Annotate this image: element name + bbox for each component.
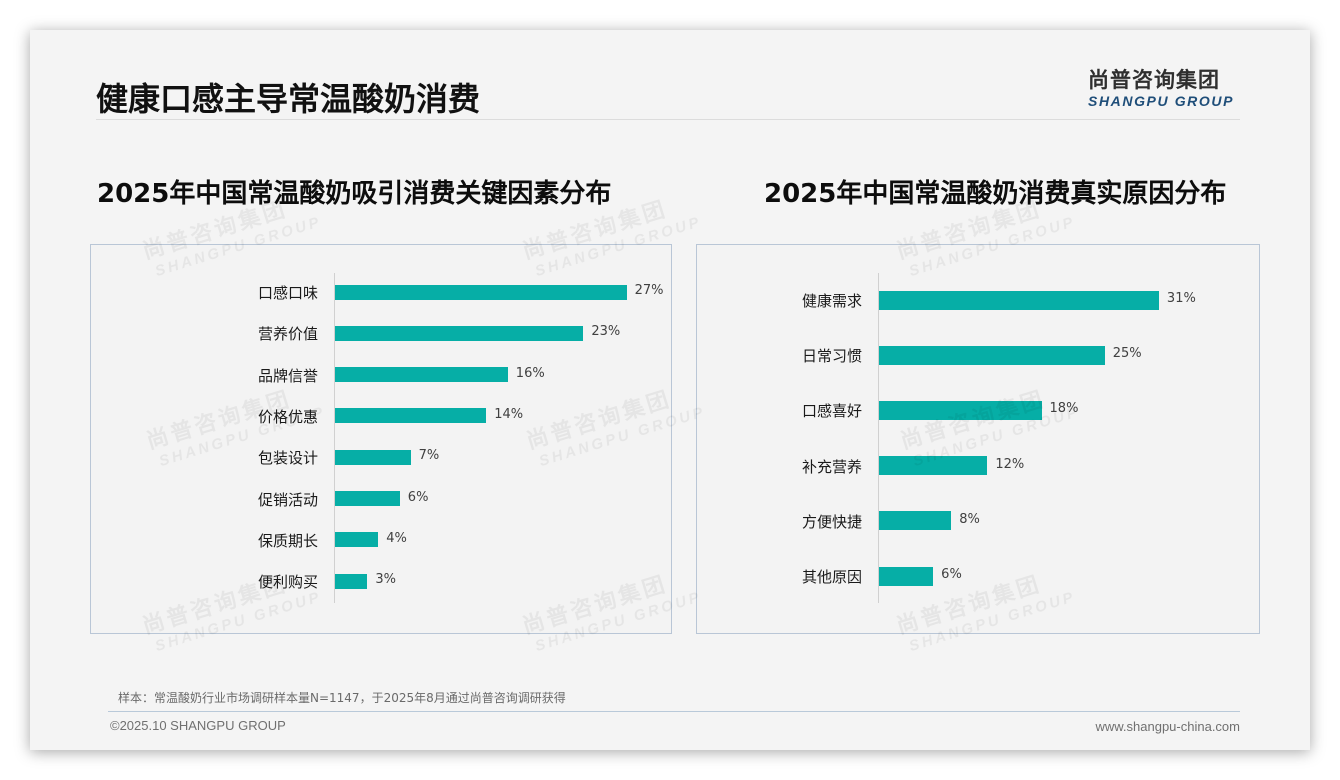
left-chart-title: 2025年中国常温酸奶吸引消费关键因素分布 <box>97 179 612 209</box>
bar <box>335 367 508 383</box>
category-label: 方便快捷 <box>801 512 862 531</box>
bar <box>879 345 1105 365</box>
bar <box>335 491 400 506</box>
bar <box>335 325 584 341</box>
value-label: 18% <box>1049 401 1079 417</box>
category-label: 健康需求 <box>801 292 862 310</box>
value-label: 7% <box>418 448 440 464</box>
value-label: 14% <box>494 406 524 422</box>
website-link[interactable]: www.shangpu-china.com <box>1095 719 1240 734</box>
company-logo: 尚普咨询集团 SHANGPU GROUP <box>1088 64 1248 109</box>
logo-chinese-text: 尚普咨询集团 <box>1088 68 1220 92</box>
bar <box>335 408 487 424</box>
category-label: 包装设计 <box>257 449 318 468</box>
value-label: 6% <box>941 567 962 582</box>
value-label: 31% <box>1166 291 1196 306</box>
value-label: 27% <box>634 283 664 298</box>
bar <box>879 290 1159 310</box>
bar <box>335 573 368 589</box>
right-chart-axis <box>878 273 879 603</box>
category-label: 促销活动 <box>257 490 318 509</box>
category-label: 其他原因 <box>801 568 862 586</box>
value-label: 4% <box>386 530 407 546</box>
slide: 健康口感主导常温酸奶消费 尚普咨询集团 SHANGPU GROUP 2025年中… <box>30 30 1310 750</box>
footer-divider <box>108 711 1240 712</box>
right-chart-panel: 健康需求 31% 日常习惯 25% 口感喜好 18% 补充营养 12% 方便快捷 8% 其他原因 6% <box>696 244 1260 634</box>
value-label: 25% <box>1112 346 1142 362</box>
copyright-text: ©2025.10 SHANGPU GROUP <box>110 718 286 733</box>
category-label: 口感口味 <box>257 284 318 302</box>
value-label: 6% <box>407 489 429 505</box>
bar <box>335 449 411 465</box>
bar <box>335 532 379 548</box>
category-label: 保质期长 <box>257 531 318 550</box>
category-label: 品牌信誉 <box>257 366 318 385</box>
value-label: 8% <box>959 511 980 527</box>
bar <box>879 456 988 476</box>
page-title: 健康口感主导常温酸奶消费 <box>96 80 481 118</box>
value-label: 16% <box>515 365 545 381</box>
category-label: 价格优惠 <box>257 407 318 426</box>
bar <box>879 566 934 586</box>
category-label: 便利购买 <box>257 573 318 592</box>
value-label: 3% <box>375 572 397 588</box>
left-chart-axis <box>334 273 335 603</box>
right-chart-title: 2025年中国常温酸奶消费真实原因分布 <box>764 179 1227 209</box>
left-chart-panel: 口感口味 27% 营养价值 23% 品牌信誉 16% 价格优惠 14% 包装设计 7% 促销活动 6%… <box>90 244 672 634</box>
category-label: 口感喜好 <box>801 402 862 421</box>
logo-english-text: SHANGPU GROUP <box>1088 93 1235 109</box>
bar <box>879 511 952 531</box>
category-label: 日常习惯 <box>801 347 862 366</box>
bar <box>335 284 627 300</box>
value-label: 12% <box>995 456 1025 472</box>
value-label: 23% <box>591 324 621 340</box>
title-divider <box>96 119 1240 120</box>
sample-note: 样本：常温酸奶行业市场调研样本量N=1147，于2025年8月通过尚普咨询调研获… <box>118 691 566 705</box>
category-label: 营养价值 <box>257 325 318 344</box>
bar <box>879 400 1042 420</box>
category-label: 补充营养 <box>801 457 862 476</box>
